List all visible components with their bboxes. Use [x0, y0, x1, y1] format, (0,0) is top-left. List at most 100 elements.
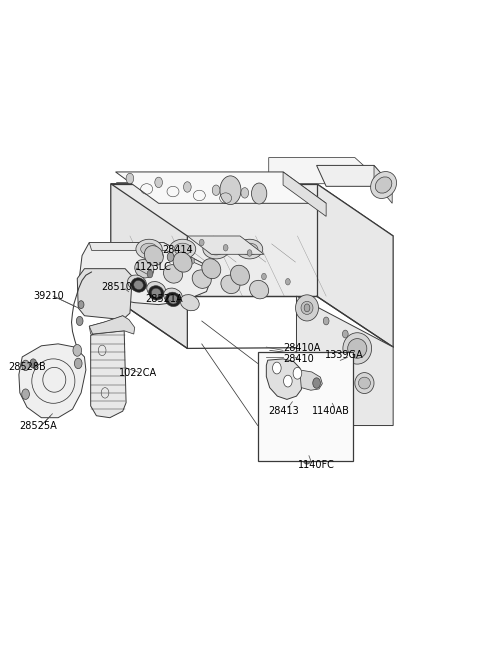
Circle shape [304, 304, 310, 312]
Circle shape [22, 360, 29, 371]
Ellipse shape [203, 239, 229, 259]
Text: 1022CA: 1022CA [120, 368, 157, 378]
Circle shape [309, 353, 315, 361]
Ellipse shape [208, 243, 225, 255]
Text: 1140AB: 1140AB [312, 406, 349, 416]
Circle shape [30, 359, 36, 368]
Text: 28410: 28410 [283, 354, 314, 364]
Circle shape [126, 174, 134, 183]
Polygon shape [89, 316, 129, 335]
Polygon shape [266, 359, 303, 400]
Ellipse shape [134, 280, 144, 290]
Polygon shape [374, 166, 392, 203]
Ellipse shape [343, 333, 372, 364]
Text: 28414: 28414 [162, 246, 193, 255]
Text: 28510: 28510 [101, 282, 132, 292]
Ellipse shape [147, 282, 166, 297]
Text: 1339GA: 1339GA [325, 350, 364, 360]
Ellipse shape [164, 288, 182, 304]
Polygon shape [297, 296, 393, 426]
Circle shape [147, 270, 153, 278]
Polygon shape [77, 269, 132, 320]
Circle shape [241, 187, 249, 198]
Polygon shape [19, 344, 86, 418]
Circle shape [323, 317, 329, 325]
Text: 1140FC: 1140FC [299, 460, 335, 470]
Circle shape [342, 330, 348, 338]
Ellipse shape [296, 295, 319, 321]
Circle shape [74, 358, 82, 369]
Text: 1123LC: 1123LC [135, 263, 171, 272]
Ellipse shape [230, 265, 250, 285]
Ellipse shape [131, 278, 146, 292]
Circle shape [167, 252, 174, 261]
Circle shape [252, 183, 267, 204]
Circle shape [212, 185, 220, 195]
Ellipse shape [250, 280, 269, 299]
Polygon shape [89, 316, 135, 334]
Text: 28525A: 28525A [19, 421, 57, 430]
Ellipse shape [371, 172, 396, 198]
Ellipse shape [144, 246, 163, 265]
Circle shape [76, 316, 83, 326]
Ellipse shape [237, 239, 263, 259]
Ellipse shape [348, 339, 367, 358]
Ellipse shape [152, 288, 161, 297]
Circle shape [238, 268, 242, 274]
Circle shape [220, 176, 241, 204]
Ellipse shape [165, 292, 180, 307]
Text: 28413: 28413 [268, 406, 299, 416]
Circle shape [332, 352, 339, 362]
Circle shape [190, 257, 194, 264]
Ellipse shape [149, 286, 164, 300]
Ellipse shape [180, 295, 199, 310]
Circle shape [155, 177, 162, 187]
Circle shape [247, 250, 252, 256]
Polygon shape [111, 183, 317, 296]
Polygon shape [317, 166, 392, 186]
Ellipse shape [375, 177, 392, 193]
Ellipse shape [192, 270, 211, 288]
Ellipse shape [355, 373, 374, 394]
Ellipse shape [141, 243, 157, 255]
Polygon shape [116, 172, 326, 203]
Polygon shape [80, 242, 211, 305]
Polygon shape [317, 183, 393, 347]
Polygon shape [269, 158, 384, 183]
Circle shape [262, 273, 266, 280]
Polygon shape [300, 370, 323, 390]
Polygon shape [111, 183, 187, 348]
Circle shape [78, 301, 84, 309]
Circle shape [183, 181, 191, 192]
Ellipse shape [169, 239, 196, 259]
Polygon shape [187, 236, 264, 254]
Text: 39210: 39210 [33, 291, 64, 301]
Ellipse shape [128, 275, 146, 291]
Ellipse shape [202, 259, 221, 278]
Circle shape [313, 378, 321, 388]
Circle shape [273, 362, 281, 374]
Circle shape [303, 453, 312, 464]
Polygon shape [91, 331, 126, 418]
Circle shape [286, 278, 290, 285]
Ellipse shape [136, 239, 162, 259]
Circle shape [73, 345, 82, 356]
Polygon shape [283, 172, 326, 216]
Ellipse shape [359, 377, 371, 389]
Text: 28528B: 28528B [8, 362, 46, 372]
Text: 28410A: 28410A [283, 343, 321, 354]
Polygon shape [89, 242, 216, 272]
Ellipse shape [164, 265, 182, 283]
Circle shape [199, 239, 204, 246]
Ellipse shape [221, 275, 240, 293]
Circle shape [22, 389, 29, 400]
Circle shape [284, 375, 292, 387]
Polygon shape [111, 183, 393, 236]
Ellipse shape [301, 301, 313, 314]
Circle shape [223, 244, 228, 251]
Bar [258, 352, 353, 462]
Ellipse shape [241, 243, 258, 255]
Text: 28521A: 28521A [145, 294, 183, 305]
Ellipse shape [173, 252, 192, 272]
Ellipse shape [168, 295, 178, 304]
